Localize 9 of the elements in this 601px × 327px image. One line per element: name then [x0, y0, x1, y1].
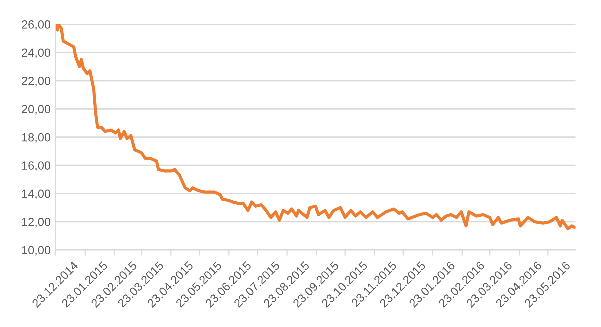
- y-tick-label: 20,00: [22, 105, 51, 115]
- y-tick-label: 26,00: [22, 20, 51, 30]
- y-tick-label: 10,00: [22, 246, 51, 256]
- y-tick-label: 12,00: [22, 218, 51, 228]
- y-tick-label: 14,00: [22, 190, 51, 200]
- y-tick-label: 22,00: [22, 76, 51, 87]
- y-tick-label: 16,00: [22, 162, 51, 172]
- y-tick-label: 18,00: [22, 133, 51, 144]
- y-tick-label: 24,00: [22, 48, 51, 59]
